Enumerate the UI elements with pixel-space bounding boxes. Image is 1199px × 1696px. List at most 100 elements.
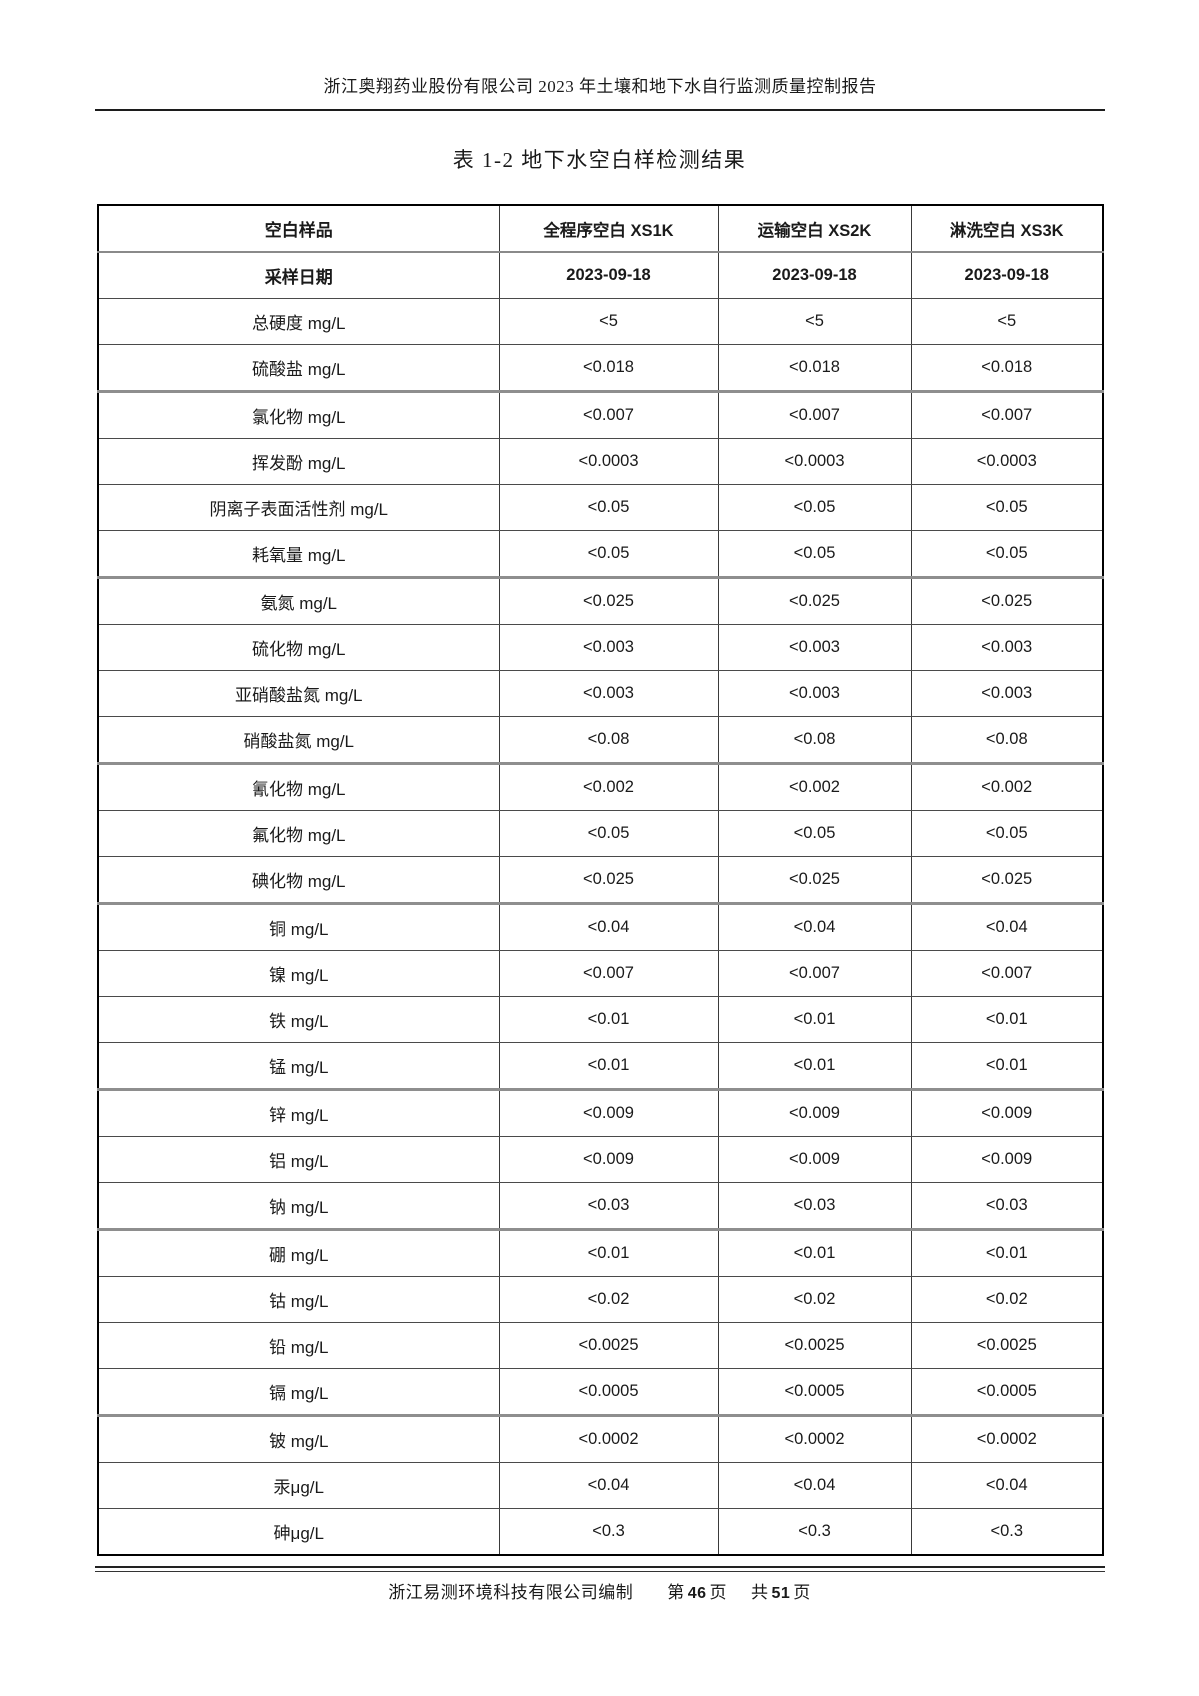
parameter-name: 硫酸盐 mg/L [98,344,499,393]
parameter-name: 耗氧量 mg/L [98,530,499,579]
result-value: <0.009 [717,1136,911,1183]
result-value: <0.002 [717,763,911,811]
result-value: <0.018 [498,344,718,393]
table-row: 铍 mg/L <0.0002 <0.0002 <0.0002 [98,1415,1103,1463]
result-value: <0.007 [717,391,911,439]
table-row: 硝酸盐氮 mg/L <0.08 <0.08 <0.08 [98,716,1103,765]
result-value: <0.3 [498,1508,718,1555]
parameter-name: 总硬度 mg/L [98,298,499,345]
table-row: 铜 mg/L <0.04 <0.04 <0.04 [98,903,1103,951]
result-value: <0.007 [910,950,1103,997]
result-value: <0.009 [910,1136,1103,1183]
result-value: <0.03 [717,1182,911,1231]
parameter-name: 硼 mg/L [98,1229,499,1277]
blank-sample-table: 空白样品 全程序空白 XS1K 运输空白 XS2K 淋洗空白 XS3K 采样日期 2023… [97,204,1104,1556]
result-value: <0.0003 [498,438,718,485]
parameter-name: 锰 mg/L [98,1042,499,1091]
result-value: <0.01 [910,996,1103,1043]
result-value: <0.05 [498,530,718,579]
date-value: 2023-09-18 [717,252,911,299]
result-value: <0.009 [498,1089,718,1137]
parameter-name: 砷μg/L [273,1524,324,1543]
result-value: <0.3 [910,1508,1103,1555]
table-row: 亚硝酸盐氮 mg/L <0.003 <0.003 <0.003 [98,670,1103,717]
result-value: <0.05 [717,810,911,857]
table-row: 阴离子表面活性剂 mg/L <0.05 <0.05 <0.05 [98,484,1103,531]
result-value: <0.01 [498,1229,718,1277]
parameter-name: 氨氮 mg/L [98,577,499,625]
table-row: 氰化物 mg/L <0.002 <0.002 <0.002 [98,763,1103,811]
table-row: 总硬度 mg/L <5 <5 <5 [98,298,1103,345]
parameter-name: 阴离子表面活性剂 mg/L [98,484,499,531]
table-row: 铝 mg/L <0.009 <0.009 <0.009 [98,1136,1103,1183]
result-value: <0.04 [498,1462,718,1509]
table-row: 锰 mg/L <0.01 <0.01 <0.01 [98,1042,1103,1091]
result-value: <0.025 [498,577,718,625]
result-value: <0.003 [717,624,911,671]
parameter-name: 氯化物 mg/L [98,391,499,439]
result-value: <0.0005 [910,1368,1103,1417]
table-row: 硼 mg/L <0.01 <0.01 <0.01 [98,1229,1103,1277]
result-value: <0.08 [717,716,911,765]
result-value: <0.0002 [498,1415,718,1463]
result-value: <0.025 [910,577,1103,625]
result-value: <0.007 [498,391,718,439]
result-value: <0.01 [717,996,911,1043]
date-row-label: 采样日期 [98,252,499,299]
table-row: 钴 mg/L <0.02 <0.02 <0.02 [98,1276,1103,1323]
result-value: <0.01 [910,1229,1103,1277]
result-value: <0.0025 [717,1322,911,1369]
result-value: <0.01 [498,996,718,1043]
result-value: <0.04 [717,903,911,951]
parameter-name: 碘化物 mg/L [98,856,499,905]
result-value: <0.003 [498,670,718,717]
parameter-name: 氟化物 mg/L [98,810,499,857]
result-value: <5 [717,298,911,345]
table-row: 锌 mg/L <0.009 <0.009 <0.009 [98,1089,1103,1137]
document-header: 浙江奥翔药业股份有限公司 2023 年土壤和地下水自行监测质量控制报告 [95,72,1105,111]
parameter-name: 亚硝酸盐氮 mg/L [98,670,499,717]
parameter-name: 铜 mg/L [98,903,499,951]
table-row: 氨氮 mg/L <0.025 <0.025 <0.025 [98,577,1103,625]
result-value: <0.05 [910,810,1103,857]
result-value: <0.03 [910,1182,1103,1231]
result-value: <0.02 [910,1276,1103,1323]
result-value: <0.009 [498,1136,718,1183]
result-value: <0.01 [717,1229,911,1277]
parameter-name: 镉 mg/L [98,1368,499,1417]
parameter-name: 铍 mg/L [98,1415,499,1463]
result-value: <0.0002 [717,1415,911,1463]
result-value: <0.002 [910,763,1103,811]
result-value: <0.04 [910,903,1103,951]
parameter-name: 铁 mg/L [98,996,499,1043]
parameter-name: 镍 mg/L [98,950,499,997]
result-value: <0.0002 [910,1415,1103,1463]
result-value: <0.002 [498,763,718,811]
footer-page-prefix: 第 [667,1583,685,1602]
footer-page-number: 46 [687,1585,707,1602]
result-value: <0.009 [910,1089,1103,1137]
table-row: 镉 mg/L <0.0005 <0.0005 <0.0005 [98,1368,1103,1417]
table-header-row: 空白样品 全程序空白 XS1K 运输空白 XS2K 淋洗空白 XS3K [98,205,1103,253]
result-value: <0.3 [717,1508,911,1555]
date-value: 2023-09-18 [498,252,718,299]
result-value: <0.007 [910,391,1103,439]
table-row: 砷μg/L <0.3 <0.3 <0.3 [98,1508,1103,1555]
column-header: 全程序空白 XS1K [498,205,718,253]
table-row: 钠 mg/L <0.03 <0.03 <0.03 [98,1182,1103,1231]
result-value: <0.007 [498,950,718,997]
result-value: <0.018 [910,344,1103,393]
result-value: <5 [910,298,1103,345]
document-header-text: 浙江奥翔药业股份有限公司 2023 年土壤和地下水自行监测质量控制报告 [323,77,877,96]
date-value: 2023-09-18 [910,252,1103,299]
table-row: 铁 mg/L <0.01 <0.01 <0.01 [98,996,1103,1043]
parameter-name: 铝 mg/L [98,1136,499,1183]
result-value: <0.05 [498,484,718,531]
result-value: <0.01 [498,1042,718,1091]
result-value: <0.025 [717,577,911,625]
table-row: 耗氧量 mg/L <0.05 <0.05 <0.05 [98,530,1103,579]
parameter-name: 汞μg/L [98,1462,499,1509]
result-value: <0.05 [910,484,1103,531]
table-row: 铅 mg/L <0.0025 <0.0025 <0.0025 [98,1322,1103,1369]
